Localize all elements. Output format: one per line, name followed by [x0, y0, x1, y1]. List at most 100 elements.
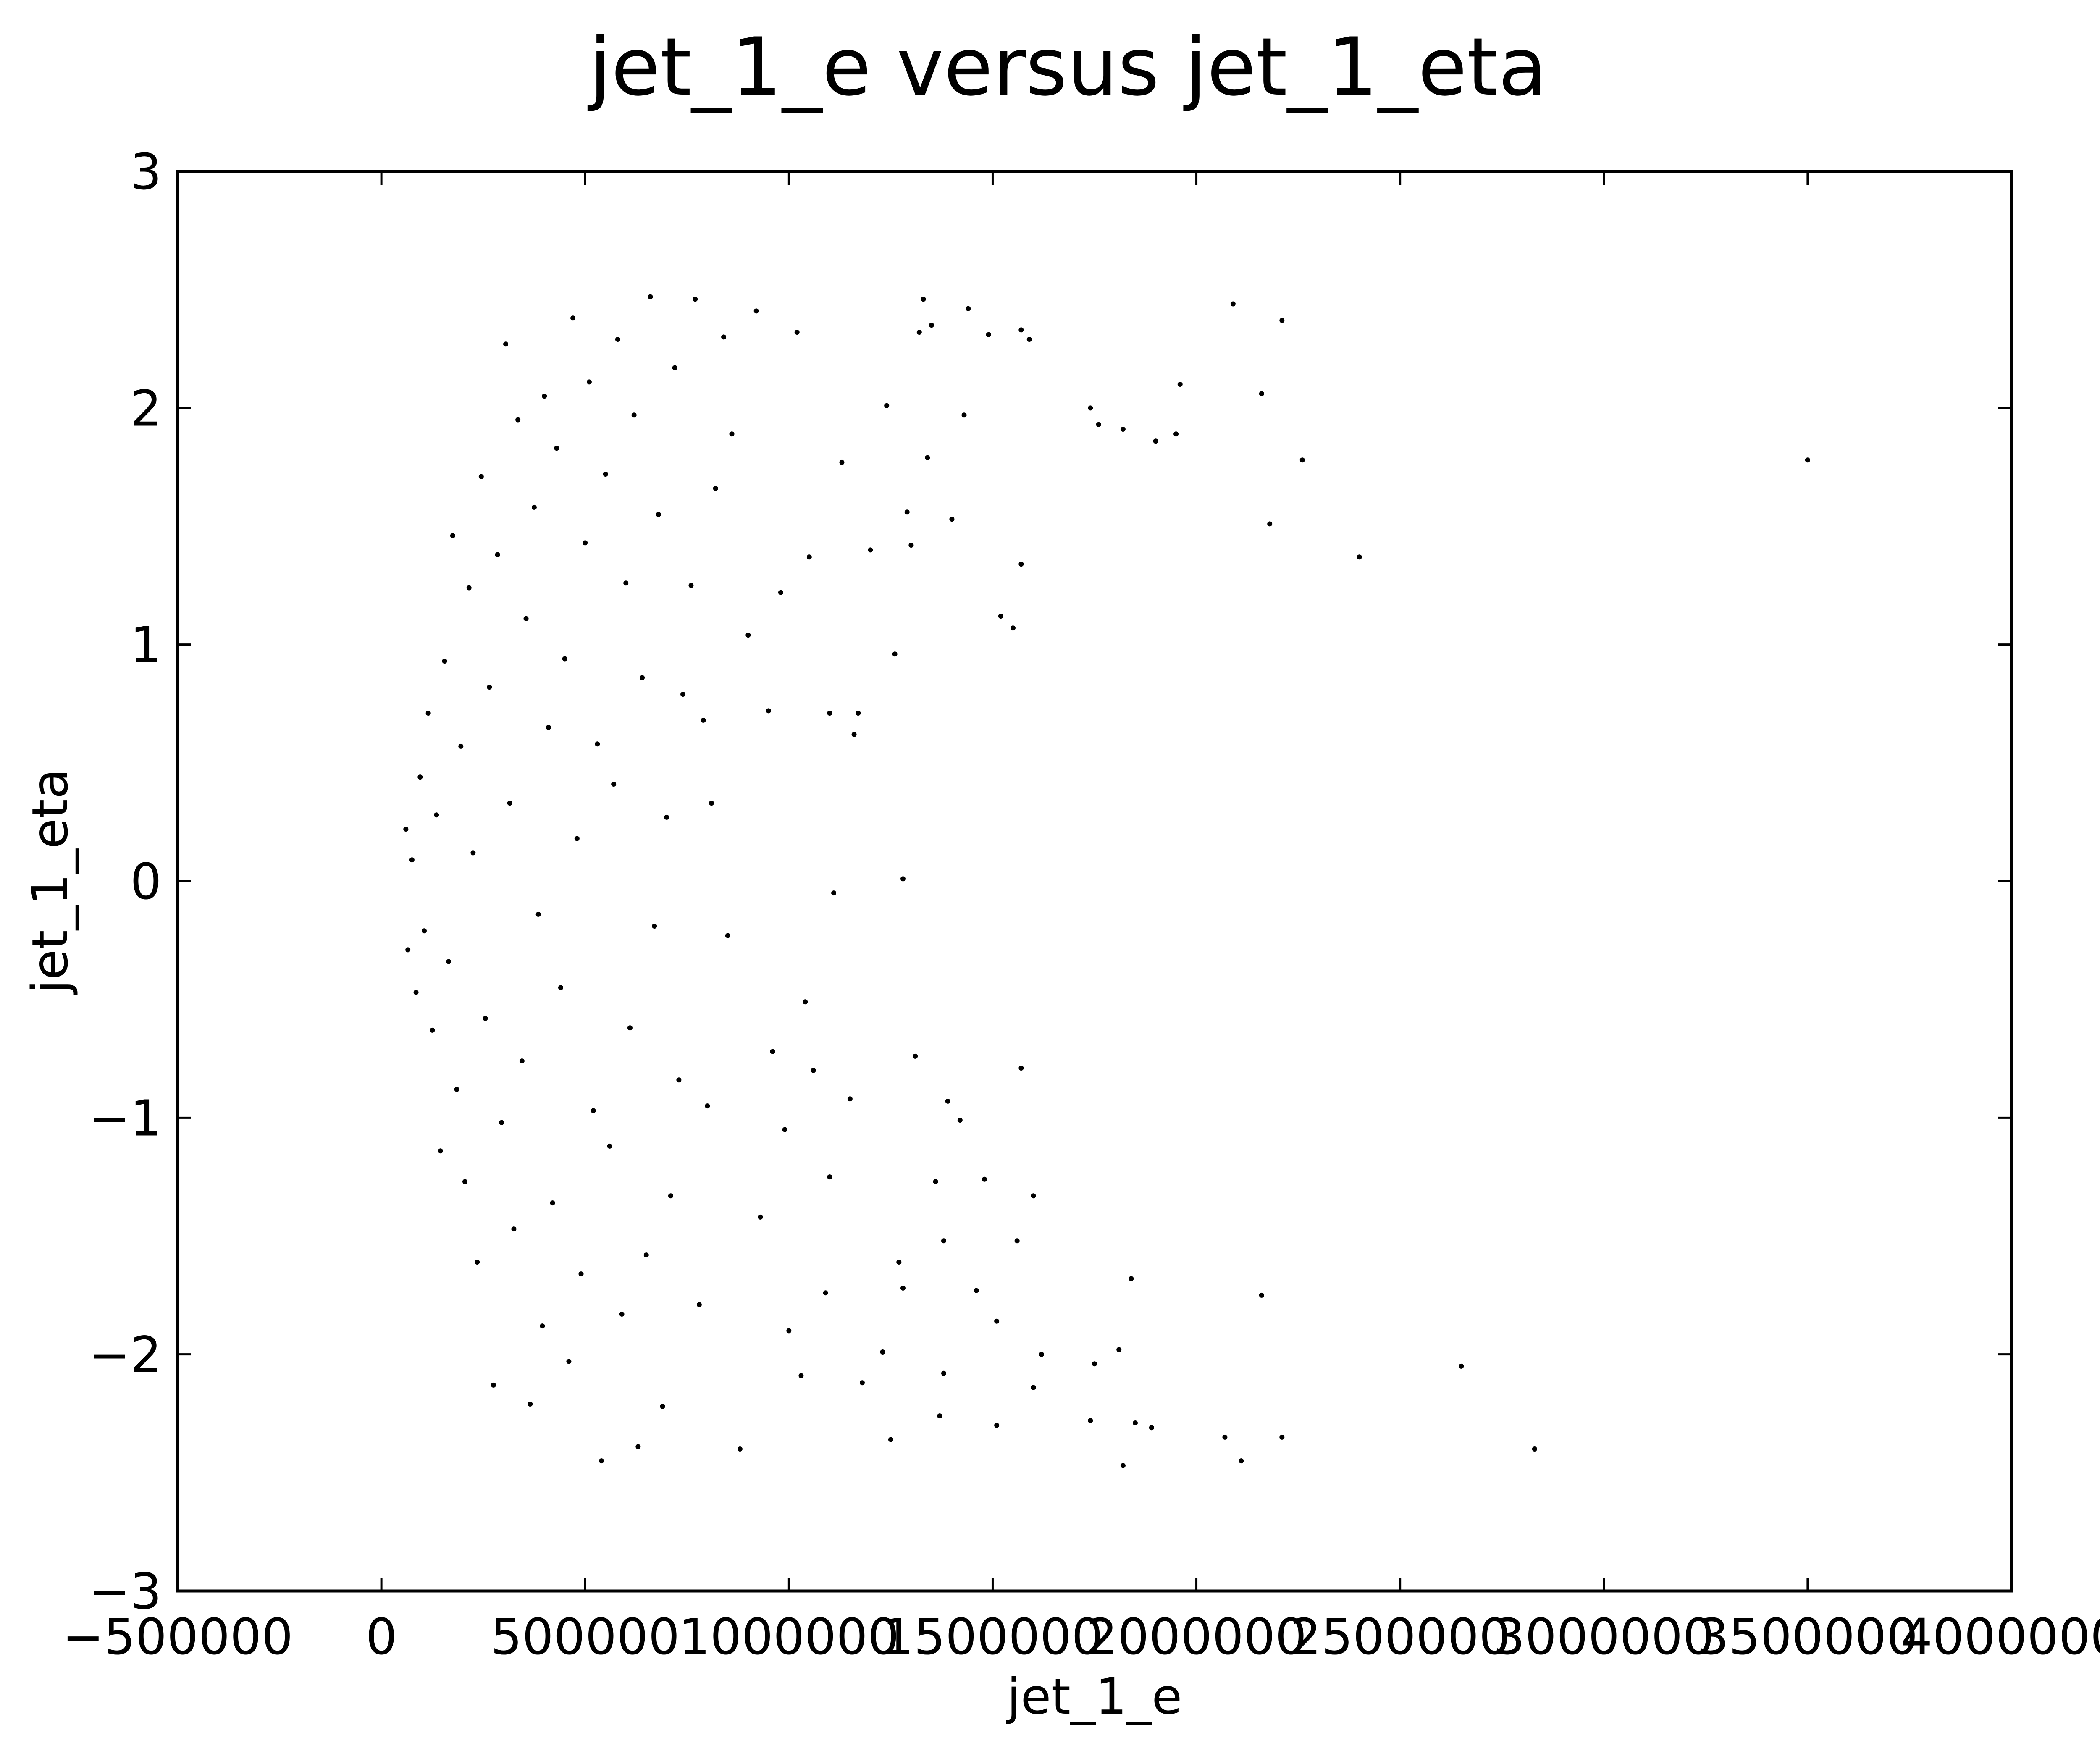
data-point	[425, 711, 431, 716]
data-point	[470, 850, 476, 856]
data-point	[413, 990, 419, 995]
data-point	[487, 685, 492, 690]
data-point	[680, 691, 686, 697]
data-point	[1088, 405, 1093, 411]
data-point	[998, 614, 1003, 619]
data-point	[1805, 457, 1810, 463]
data-point	[495, 552, 500, 557]
data-point	[904, 509, 910, 515]
data-point	[528, 1401, 533, 1407]
data-point	[1259, 391, 1264, 396]
data-point	[583, 540, 588, 546]
data-point	[523, 616, 529, 621]
data-point	[511, 1226, 517, 1232]
data-point	[1031, 1193, 1036, 1199]
data-point	[599, 1458, 604, 1464]
data-point	[721, 334, 727, 340]
data-point	[660, 1404, 665, 1409]
plot-frame	[176, 170, 2013, 1593]
data-point	[417, 774, 423, 780]
data-point	[1120, 427, 1126, 432]
data-point	[929, 323, 934, 328]
data-point	[595, 741, 600, 747]
data-point	[782, 1127, 788, 1132]
x-axis-label: jet_1_e	[1005, 1667, 1182, 1725]
x-tick-label: 500000	[491, 1608, 680, 1666]
data-point	[454, 1087, 459, 1092]
data-point	[945, 1098, 950, 1104]
data-point	[798, 1373, 804, 1378]
data-point	[421, 928, 427, 934]
data-point	[851, 732, 857, 737]
data-point	[409, 857, 415, 863]
y-tick-label: 1	[130, 616, 162, 674]
data-point	[434, 812, 439, 818]
data-point	[652, 924, 657, 929]
data-point	[515, 417, 521, 423]
data-point	[994, 1318, 1000, 1324]
data-point	[1039, 1352, 1044, 1357]
data-point	[458, 743, 464, 749]
data-point	[900, 876, 906, 882]
data-point	[619, 1311, 625, 1317]
data-point	[847, 1096, 853, 1102]
data-point	[554, 446, 559, 451]
data-point	[888, 1437, 893, 1442]
data-point	[896, 1259, 902, 1265]
data-point	[737, 1446, 743, 1452]
data-point	[986, 332, 991, 337]
x-tick-label: 3500000	[1697, 1608, 1918, 1666]
data-point	[880, 1349, 885, 1355]
data-point	[438, 1148, 443, 1154]
data-point	[566, 1359, 572, 1364]
data-point	[1173, 431, 1179, 437]
data-point	[475, 1259, 480, 1265]
data-point	[746, 633, 751, 638]
data-point	[1133, 1420, 1138, 1426]
data-point	[542, 394, 547, 399]
data-point	[961, 412, 967, 418]
data-point	[913, 1053, 918, 1059]
data-point	[648, 294, 653, 299]
y-tick-label: −2	[89, 1326, 162, 1384]
data-point	[519, 1058, 525, 1064]
data-point	[578, 1271, 584, 1277]
data-point	[1299, 457, 1305, 463]
data-point	[705, 1103, 710, 1109]
y-tick-label: 3	[130, 143, 162, 201]
data-point	[1532, 1446, 1537, 1452]
points-layer	[403, 294, 1810, 1468]
data-point	[1018, 562, 1024, 567]
data-point	[758, 1214, 763, 1220]
data-point	[664, 814, 669, 820]
y-tick-label: −3	[89, 1562, 162, 1620]
data-point	[503, 341, 509, 347]
data-point	[839, 459, 845, 465]
data-point	[957, 1117, 963, 1123]
data-point	[607, 1143, 612, 1149]
data-point	[1120, 1463, 1126, 1468]
x-tick-label: 2500000	[1290, 1608, 1511, 1666]
data-point	[856, 711, 861, 716]
data-point	[631, 412, 637, 418]
data-point	[1014, 1238, 1020, 1244]
data-point	[1092, 1361, 1097, 1367]
data-point	[1239, 1458, 1244, 1464]
data-point	[558, 985, 564, 990]
data-point	[1259, 1292, 1264, 1298]
data-point	[483, 1016, 488, 1021]
data-point	[491, 1382, 496, 1388]
data-point	[676, 1077, 682, 1083]
data-point	[1222, 1434, 1228, 1440]
y-tick-label: 2	[130, 379, 162, 437]
data-point	[672, 365, 677, 370]
data-point	[540, 1323, 545, 1329]
x-tick-label: −500000	[62, 1608, 293, 1666]
data-point	[811, 1068, 816, 1073]
data-point	[570, 315, 576, 321]
y-tick-label: −1	[89, 1089, 162, 1147]
data-point	[643, 1252, 649, 1258]
data-point	[949, 517, 955, 522]
data-point	[1357, 554, 1362, 560]
